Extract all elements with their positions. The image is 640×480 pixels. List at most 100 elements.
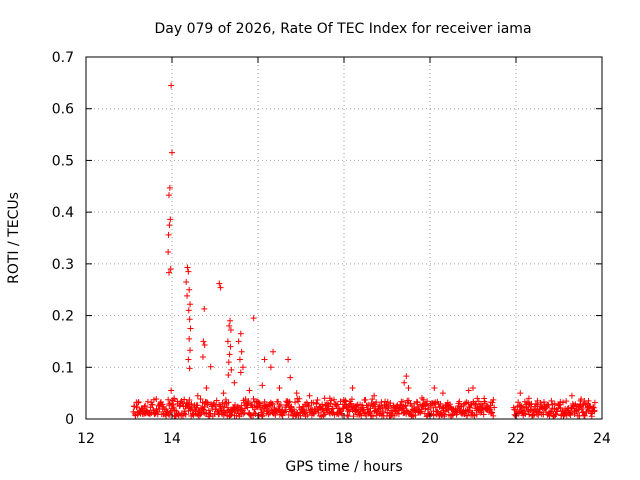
data-point <box>399 398 406 405</box>
data-point <box>229 409 236 416</box>
x-tick-label: 12 <box>77 431 95 447</box>
data-point <box>166 222 173 229</box>
data-point <box>261 356 268 363</box>
y-tick-label: 0.2 <box>52 309 74 325</box>
data-point <box>383 401 390 408</box>
data-point <box>227 317 234 324</box>
data-point <box>322 411 329 418</box>
data-point <box>216 280 223 287</box>
data-point <box>331 411 338 418</box>
data-point <box>378 399 385 406</box>
data-point <box>186 365 193 372</box>
data-point <box>552 411 559 418</box>
data-point <box>417 409 424 416</box>
data-point <box>393 403 400 410</box>
y-tick-label: 0.5 <box>52 153 74 169</box>
data-point <box>329 405 336 412</box>
data-point <box>305 402 312 409</box>
data-point <box>517 390 524 397</box>
data-point <box>382 398 389 405</box>
data-point <box>194 392 201 399</box>
data-point <box>275 406 282 413</box>
data-point <box>548 409 555 416</box>
y-axis-label: ROTI / TECUs <box>6 192 22 284</box>
data-point <box>166 184 173 191</box>
data-point <box>300 403 307 410</box>
data-point <box>187 347 194 354</box>
data-point <box>217 284 224 291</box>
data-point <box>186 335 193 342</box>
data-point <box>201 342 208 349</box>
data-point <box>225 372 232 379</box>
data-point <box>155 409 162 416</box>
data-point <box>163 412 170 419</box>
data-point <box>246 411 253 418</box>
data-point <box>187 301 194 308</box>
data-point <box>460 401 467 408</box>
data-point <box>224 338 231 345</box>
data-point <box>523 403 530 410</box>
data-point <box>203 399 210 406</box>
data-point <box>314 396 321 403</box>
data-point <box>282 408 289 415</box>
data-point <box>269 401 276 408</box>
data-point <box>245 398 252 405</box>
data-point <box>222 409 229 416</box>
data-point <box>464 412 471 419</box>
data-point <box>373 412 380 419</box>
data-point <box>532 407 539 414</box>
data-point <box>369 413 376 420</box>
data-point <box>527 401 534 408</box>
data-point <box>581 412 588 419</box>
x-tick-label: 22 <box>507 431 525 447</box>
data-point <box>557 404 564 411</box>
data-point <box>237 369 244 376</box>
data-point <box>167 266 174 273</box>
data-point <box>430 412 437 419</box>
data-point <box>560 399 567 406</box>
data-point <box>171 395 178 402</box>
data-point <box>264 406 271 413</box>
data-point <box>183 278 190 285</box>
data-point <box>447 401 454 408</box>
data-point <box>231 379 238 386</box>
data-point <box>348 396 355 403</box>
data-point <box>412 412 419 419</box>
data-point <box>184 264 191 271</box>
data-point <box>456 398 463 405</box>
data-point <box>371 392 378 399</box>
data-point <box>246 387 253 394</box>
data-point <box>250 395 257 402</box>
data-point <box>169 149 175 156</box>
data-point <box>265 411 272 418</box>
data-point <box>348 404 355 411</box>
data-point <box>204 399 211 406</box>
data-point <box>557 398 564 405</box>
data-point <box>403 407 410 414</box>
data-point <box>165 192 172 199</box>
data-point <box>200 338 207 345</box>
data-point <box>170 404 177 411</box>
data-point <box>401 379 408 386</box>
data-point <box>207 363 214 370</box>
y-tick-label: 0.4 <box>52 205 74 221</box>
data-point <box>171 407 178 414</box>
data-point <box>470 384 476 391</box>
data-point <box>472 400 479 407</box>
data-point <box>491 404 498 411</box>
data-point <box>176 402 183 409</box>
data-point <box>184 292 191 299</box>
data-point <box>591 399 598 406</box>
data-point <box>142 402 149 409</box>
data-point <box>199 353 206 360</box>
data-point <box>490 396 497 403</box>
y-tick-label: 0.3 <box>52 257 74 273</box>
data-point <box>226 322 233 329</box>
data-point <box>238 348 245 355</box>
data-point <box>405 384 412 391</box>
data-point <box>144 398 151 405</box>
data-point <box>279 412 286 419</box>
data-point <box>225 399 232 406</box>
data-point <box>267 364 274 371</box>
